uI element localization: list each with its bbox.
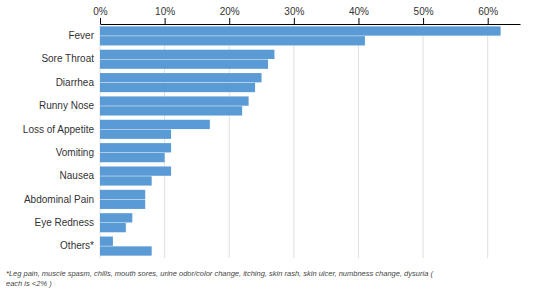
bar xyxy=(100,130,171,139)
y-tick-label: Others* xyxy=(60,240,94,251)
bar xyxy=(100,166,171,175)
y-tick: Vomiting xyxy=(56,147,100,158)
grid-line xyxy=(164,24,165,258)
bar xyxy=(100,60,268,69)
bar xyxy=(100,223,126,232)
y-tick: Fever xyxy=(68,30,100,41)
footnote-line: *Leg pain, muscle spasm, chills, mouth s… xyxy=(6,269,434,278)
grid xyxy=(100,24,488,258)
y-tick: Nausea xyxy=(60,170,100,181)
x-tick-label: 20% xyxy=(220,6,240,17)
x-tick-mark xyxy=(488,18,489,24)
footnote: *Leg pain, muscle spasm, chills, mouth s… xyxy=(6,269,434,288)
grid-line xyxy=(229,24,230,258)
x-tick-mark xyxy=(100,18,101,24)
grid-line xyxy=(293,24,294,258)
bar xyxy=(100,200,145,209)
x-tick-label: 0% xyxy=(93,6,108,17)
y-tick: Sore Throat xyxy=(41,53,100,64)
chart: 0% 10% 20% 30% 40% 50% 60% Fever Sore Throat Diar… xyxy=(0,0,538,292)
x-tick-label: 10% xyxy=(155,6,175,17)
series xyxy=(100,36,365,255)
bar xyxy=(100,176,152,185)
x-tick-label: 40% xyxy=(349,6,369,17)
bar xyxy=(100,120,210,129)
x-axis-line xyxy=(101,24,521,25)
x-tick-mark xyxy=(165,18,166,24)
x-tick: 20% xyxy=(220,6,240,24)
bar xyxy=(100,106,242,115)
y-tick-label: Abdominal Pain xyxy=(24,194,94,205)
grid-line xyxy=(100,24,101,258)
series xyxy=(100,26,501,245)
y-tick-label: Vomiting xyxy=(56,147,94,158)
y-tick: Others* xyxy=(60,240,100,251)
y-tick-label: Loss of Appetite xyxy=(23,124,95,135)
bar xyxy=(100,190,145,199)
bar xyxy=(100,143,171,152)
x-tick: 50% xyxy=(414,6,434,24)
bar xyxy=(100,96,249,105)
y-tick-label: Diarrhea xyxy=(56,77,95,88)
y-tick: Eye Redness xyxy=(35,217,100,228)
x-tick-label: 60% xyxy=(478,6,498,17)
y-tick: Abdominal Pain xyxy=(24,194,100,205)
footnote-line: each is <2% ) xyxy=(6,279,52,288)
bar xyxy=(100,83,255,92)
grid-line xyxy=(358,24,359,258)
x-tick: 10% xyxy=(155,6,175,24)
grid-line xyxy=(487,24,488,258)
x-tick-label: 30% xyxy=(284,6,304,17)
plot: 0% 10% 20% 30% 40% 50% 60% Fever Sore Throat Diar… xyxy=(23,6,521,258)
x-tick-label: 50% xyxy=(414,6,434,17)
bar xyxy=(100,73,262,82)
y-axis: Fever Sore Throat Diarrhea Runny Nose Loss o… xyxy=(23,30,100,251)
x-tick: 30% xyxy=(284,6,304,24)
bar xyxy=(100,237,113,246)
bar xyxy=(100,50,274,59)
x-tick: 0% xyxy=(93,6,108,24)
y-tick-label: Runny Nose xyxy=(39,100,94,111)
bar xyxy=(100,213,132,222)
bar xyxy=(100,153,165,162)
y-tick: Diarrhea xyxy=(56,77,100,88)
x-tick-mark xyxy=(229,18,230,24)
bars xyxy=(100,26,501,255)
x-tick: 40% xyxy=(349,6,369,24)
grid-line xyxy=(423,24,424,258)
y-tick-label: Nausea xyxy=(60,170,95,181)
bar xyxy=(100,36,365,45)
bar xyxy=(100,26,501,35)
x-tick: 60% xyxy=(478,6,498,24)
y-tick-label: Eye Redness xyxy=(35,217,94,228)
x-axis: 0% 10% 20% 30% 40% 50% 60% xyxy=(93,6,520,25)
x-tick-mark xyxy=(358,18,359,24)
x-tick-mark xyxy=(294,18,295,24)
x-tick-mark xyxy=(423,18,424,24)
y-tick-label: Sore Throat xyxy=(41,53,94,64)
y-tick: Runny Nose xyxy=(39,100,100,111)
y-tick-label: Fever xyxy=(68,30,94,41)
y-tick: Loss of Appetite xyxy=(23,124,100,135)
bar xyxy=(100,246,152,255)
